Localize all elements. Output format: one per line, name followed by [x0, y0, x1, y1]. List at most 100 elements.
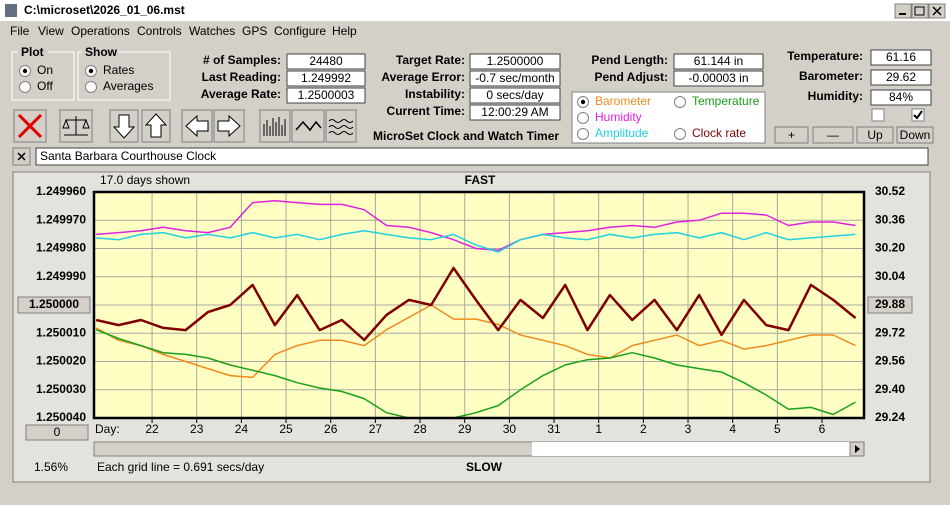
- show-option[interactable]: Averages: [103, 79, 153, 93]
- menu-item[interactable]: Controls: [137, 24, 182, 38]
- field-box: [469, 87, 561, 104]
- y-marker-button[interactable]: [17, 296, 91, 314]
- field-value: 1.249992: [301, 71, 351, 85]
- menu-item[interactable]: GPS: [242, 24, 267, 38]
- series-line: [95, 329, 856, 419]
- y-marker-label: 1.250000: [29, 297, 79, 311]
- menu-item[interactable]: Watches: [189, 24, 235, 38]
- menu-item[interactable]: View: [38, 24, 64, 38]
- field-label: Average Rate:: [201, 87, 281, 101]
- menu-item[interactable]: Help: [332, 24, 357, 38]
- x-tick-label: 27: [369, 422, 383, 436]
- graph-option[interactable]: Amplitude: [595, 126, 649, 140]
- field-box: [673, 70, 764, 87]
- menu-item[interactable]: Configure: [274, 24, 326, 38]
- series-line: [95, 266, 857, 342]
- x-tick-label: 4: [729, 422, 736, 436]
- note-field[interactable]: [35, 147, 929, 166]
- minimize[interactable]: [894, 3, 912, 19]
- app-icon: [5, 4, 17, 17]
- field-value: 1.2500000: [487, 54, 544, 68]
- field-box: [286, 87, 366, 104]
- field-value: 61.16: [886, 50, 916, 64]
- y2-tick-label: 29.56: [875, 354, 905, 368]
- field-box: [469, 70, 561, 87]
- button[interactable]: [774, 126, 809, 144]
- graph-select-box: [571, 91, 766, 144]
- button[interactable]: [896, 126, 934, 144]
- y2-tick-label: 29.72: [875, 325, 905, 339]
- field-box: [286, 70, 366, 87]
- field-value: 24480: [309, 54, 343, 68]
- series-line: [96, 230, 856, 253]
- field-value: 12:00:29 AM: [481, 105, 548, 119]
- scrollbar-track: [532, 442, 850, 456]
- field-box: [286, 53, 366, 70]
- button-label: Up: [867, 128, 883, 142]
- plot-option[interactable]: On: [37, 63, 53, 77]
- scroll-button[interactable]: [25, 424, 89, 441]
- x-tick-label: 6: [819, 422, 826, 436]
- field-box: [870, 69, 932, 86]
- field-label: Instability:: [405, 87, 465, 101]
- x-tick-label: 22: [145, 422, 159, 436]
- graph-radio[interactable]: [577, 128, 589, 140]
- show-option[interactable]: Rates: [103, 63, 134, 77]
- left-icon: [185, 114, 209, 138]
- field-value: 29.62: [886, 70, 916, 84]
- x-tick-label: 2: [640, 422, 647, 436]
- up-icon: [144, 113, 168, 138]
- y-tick-label: 1.249960: [36, 184, 86, 198]
- scroll-right-glyph: [855, 445, 860, 453]
- window-title: C:\microset\2026_01_06.mst: [24, 3, 185, 17]
- x-tick-label: 23: [190, 422, 204, 436]
- bars-icon: [263, 117, 286, 136]
- graph-radio[interactable]: [577, 112, 589, 124]
- field-label: Temperature:: [787, 49, 863, 63]
- app-name: MicroSet Clock and Watch Timer: [373, 129, 559, 143]
- x-tick-label: 30: [503, 422, 517, 436]
- maximize-glyph: [914, 6, 925, 16]
- button[interactable]: [812, 126, 854, 144]
- menu-item[interactable]: Operations: [71, 24, 130, 38]
- y2-tick-label: 30.04: [875, 269, 905, 283]
- field-box: [469, 53, 561, 70]
- field-box: [870, 89, 932, 106]
- maximize[interactable]: [911, 3, 929, 19]
- graph-radio[interactable]: [674, 96, 686, 108]
- graph-option[interactable]: Clock rate: [692, 126, 746, 140]
- y-tick-label: 1.250040: [36, 410, 86, 424]
- plot-radio[interactable]: [19, 81, 31, 93]
- button[interactable]: [856, 126, 894, 144]
- graph-option[interactable]: Barometer: [595, 94, 651, 108]
- button-label: Down: [900, 128, 931, 142]
- field-label: Barometer:: [799, 69, 863, 83]
- title-bar: [0, 0, 950, 21]
- y2-tick-label: 30.52: [875, 184, 905, 198]
- menu-bar: File View Operations Controls Watches GPS Conf…: [10, 24, 357, 38]
- close-glyph: [932, 6, 942, 16]
- field-value: 61.144 in: [694, 54, 743, 68]
- field-label: Target Rate:: [396, 53, 465, 67]
- field-label: Humidity:: [808, 89, 863, 103]
- y2-tick-label: 30.36: [875, 212, 905, 226]
- plot-option[interactable]: Off: [37, 79, 53, 93]
- show-label-bg: [82, 46, 118, 58]
- menu-item[interactable]: File: [10, 24, 30, 38]
- graph-option[interactable]: Humidity: [595, 110, 642, 124]
- scroll-button-text: 0: [54, 425, 61, 439]
- y-tick-label: 1.249980: [36, 241, 86, 255]
- graph-radio-dot: [580, 99, 586, 105]
- y2-marker-button[interactable]: [867, 296, 913, 314]
- field-value: 84%: [889, 90, 913, 104]
- window-controls[interactable]: [894, 3, 946, 19]
- y2-tick-label: 29.24: [875, 410, 905, 424]
- series-line: [96, 200, 856, 252]
- show-label: Show: [85, 45, 118, 59]
- graph-radio[interactable]: [674, 128, 686, 140]
- graph-option[interactable]: Temperature: [692, 94, 760, 108]
- button-label: +: [788, 128, 795, 142]
- checkbox[interactable]: [871, 108, 885, 122]
- show-radio[interactable]: [85, 81, 97, 93]
